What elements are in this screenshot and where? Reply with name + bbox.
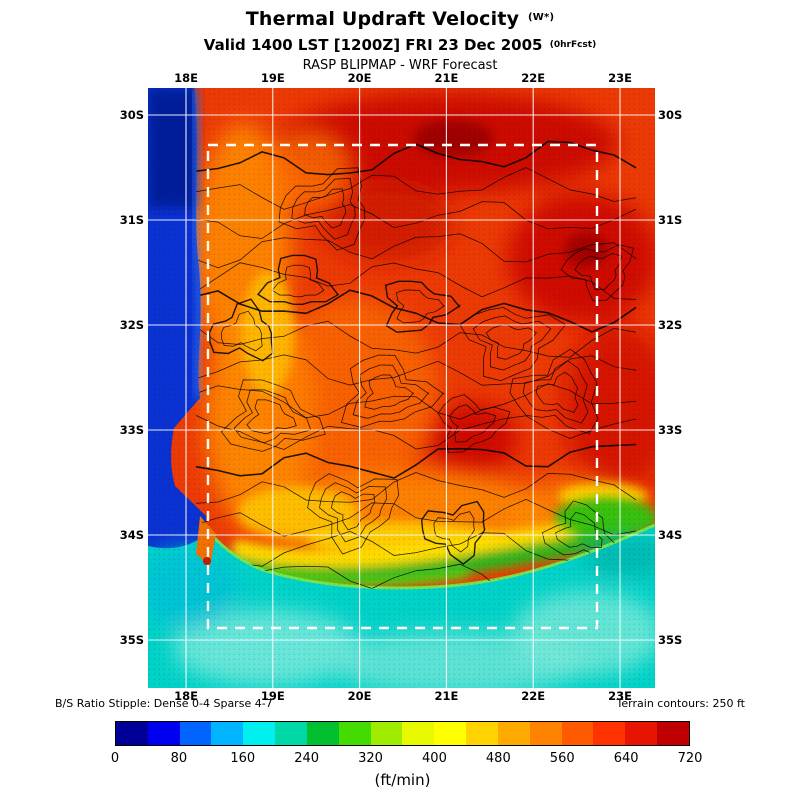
nested-domain-box — [206, 143, 599, 630]
lon-label: 19E — [260, 689, 285, 703]
lon-axis-bottom: 18E 19E 20E 21E 22E 23E — [148, 689, 655, 703]
lat-label: 34S — [119, 528, 144, 542]
colorbar-tick-label: 560 — [549, 751, 575, 766]
lon-label: 20E — [347, 71, 372, 85]
colorbar-tick-label: 400 — [422, 751, 447, 766]
lon-label: 18E — [174, 689, 198, 703]
lon-label: 20E — [347, 689, 372, 703]
bs-ratio-stipple-overlay — [148, 88, 655, 688]
colorbar-cell — [434, 722, 467, 745]
lon-axis-top: 18E 19E 20E 21E 22E 23E — [148, 71, 655, 85]
lat-label: 31S — [658, 213, 683, 227]
lat-axis-right: 30S 31S 32S 33S 34S 35S — [657, 88, 693, 688]
colorbar-cell — [497, 722, 530, 745]
colorbar-tick-label: 320 — [358, 751, 383, 766]
lon-label: 21E — [434, 71, 459, 85]
model-line: RASP BLIPMAP - WRF Forecast — [302, 58, 498, 73]
terrain-footnote: Terrain contours: 250 ft — [616, 697, 745, 710]
valid-time-line: Valid 1400 LST [1200Z] FRI 23 Dec 2005 (… — [0, 36, 800, 54]
lat-label: 30S — [658, 108, 683, 122]
colorbar-tick-label: 640 — [613, 751, 639, 766]
latlon-grid — [148, 88, 655, 688]
map-plot — [148, 88, 655, 688]
lat-label: 33S — [119, 423, 144, 437]
lat-label: 35S — [658, 633, 683, 647]
colorbar-tick-label: 240 — [294, 751, 320, 766]
lon-label: 21E — [434, 689, 459, 703]
colorbar-ticks: 0 80 160 240 320 400 480 560 640 720 — [111, 751, 703, 767]
colorbar-tick-label: 0 — [110, 751, 120, 766]
colorbar-cell — [147, 722, 180, 745]
colorbar-tick-label: 80 — [170, 751, 188, 766]
lat-label: 32S — [119, 318, 144, 332]
colorbar-cell — [116, 722, 148, 745]
lat-axis-left: 30S 31S 32S 33S 34S 35S — [110, 88, 146, 688]
lon-label: 23E — [608, 689, 632, 703]
colorbar-cell — [306, 722, 339, 745]
lat-label: 32S — [658, 318, 683, 332]
lon-label: 18E — [174, 71, 198, 85]
lat-label: 33S — [658, 423, 683, 437]
colorbar-units: (ft/min) — [374, 771, 431, 789]
colorbar-cell — [338, 722, 371, 745]
colorbar-cell — [211, 722, 244, 745]
lon-label: 22E — [521, 71, 546, 85]
colorbar-cell — [561, 722, 594, 745]
colorbar-cell — [179, 722, 212, 745]
colorbar-cell — [466, 722, 498, 745]
colorbar-tick-label: 480 — [485, 751, 511, 766]
colorbar-cell — [243, 722, 276, 745]
lon-label: 22E — [521, 689, 546, 703]
page-title-text: Thermal Updraft Velocity — [245, 8, 520, 30]
colorbar-cell — [275, 722, 307, 745]
forecast-hour-suffix: (0hrFcst) — [549, 40, 597, 50]
page-title: Thermal Updraft Velocity (W*) — [0, 8, 800, 30]
lon-label: 23E — [608, 71, 632, 85]
colorbar-tick-label: 720 — [677, 751, 703, 766]
page-title-suffix: (W*) — [528, 12, 555, 23]
colorbar-tick-label: 160 — [230, 751, 256, 766]
colorbar-cell — [593, 722, 626, 745]
colorbar-cell — [625, 722, 658, 745]
valid-time-text: Valid 1400 LST [1200Z] FRI 23 Dec 2005 — [203, 36, 543, 54]
lat-label: 35S — [119, 633, 144, 647]
colorbar-cell — [657, 722, 689, 745]
header: Thermal Updraft Velocity (W*) Valid 1400… — [0, 8, 800, 73]
colorbar-cell — [402, 722, 435, 745]
colorbar-cells — [115, 721, 690, 746]
colorbar-cell — [529, 722, 562, 745]
lat-label: 31S — [119, 213, 144, 227]
lat-label: 34S — [658, 528, 683, 542]
lon-label: 19E — [260, 71, 285, 85]
stipple-footnote: B/S Ratio Stipple: Dense 0-4 Sparse 4-7 — [55, 697, 273, 710]
lat-label: 30S — [119, 108, 144, 122]
colorbar-cell — [370, 722, 403, 745]
colorbar: 0 80 160 240 320 400 480 560 640 720 (ft/min) — [111, 721, 703, 789]
